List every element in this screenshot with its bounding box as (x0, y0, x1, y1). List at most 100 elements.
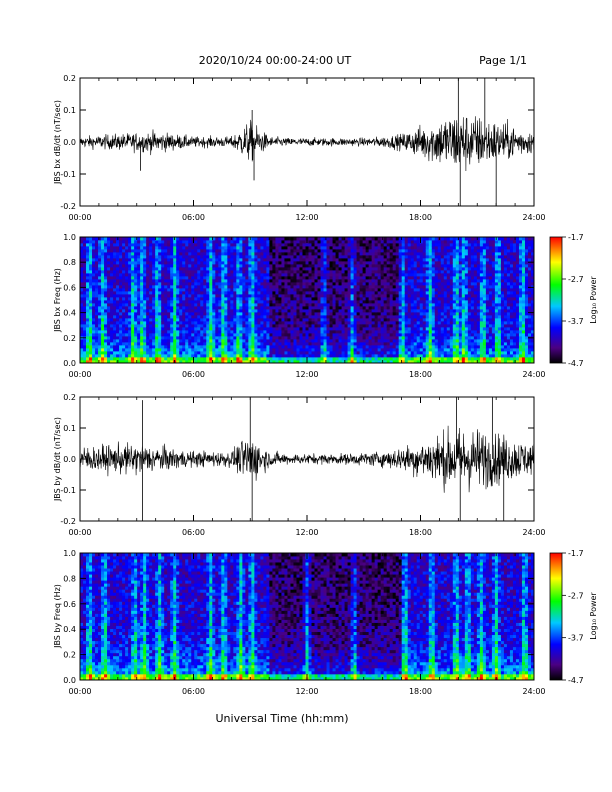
spectrogram-cell (428, 324, 433, 328)
spectrogram-cell (245, 339, 249, 343)
spectrogram-cell (104, 237, 108, 241)
spectrogram-cell (242, 348, 246, 352)
spectrogram-cell (311, 270, 315, 274)
spectrogram-cell (173, 345, 177, 349)
spectrogram-cell (257, 312, 261, 316)
spectrogram-cell (305, 243, 309, 247)
spectrogram-cell (227, 258, 231, 262)
spectrogram-cell (374, 342, 379, 346)
spectrogram-cell (134, 357, 138, 361)
spectrogram-cell (266, 279, 270, 283)
spectrogram-cell (179, 264, 183, 268)
spectrogram-cell (413, 267, 418, 271)
spectrogram-cell (422, 345, 427, 349)
spectrogram-cell (308, 351, 312, 355)
spectrogram-cell (302, 261, 306, 265)
spectrogram-cell (152, 342, 156, 346)
spectrogram-cell (140, 243, 144, 247)
spectrogram-cell (311, 294, 315, 298)
spectrogram-cell (188, 294, 192, 298)
spectrogram-cell (146, 312, 150, 316)
spectrogram-cell (158, 243, 162, 247)
spectrogram-cell (272, 267, 276, 271)
spectrogram-cell (245, 243, 249, 247)
spectrogram-cell (350, 240, 355, 244)
spectrogram-cell (263, 318, 267, 322)
spectrogram-cell (197, 249, 201, 253)
spectrogram-cell (197, 324, 201, 328)
spectrogram-cell (398, 249, 403, 253)
spectrogram-cell (98, 333, 102, 337)
spectrogram-cell (140, 327, 144, 331)
spectrogram-cell (302, 267, 306, 271)
y-tick-label: -0.2 (60, 202, 76, 211)
spectrogram-cell (245, 249, 249, 253)
spectrogram-cell (254, 315, 258, 319)
spectrogram-cell (89, 294, 93, 298)
spectrogram-cell (107, 336, 111, 340)
spectrogram-cell (383, 339, 388, 343)
spectrogram-cell (413, 276, 418, 280)
spectrogram-cell (257, 252, 261, 256)
spectrogram-cell (377, 348, 382, 352)
spectrogram-cell (170, 312, 174, 316)
spectrogram-cell (314, 318, 318, 322)
spectrogram-cell (131, 300, 135, 304)
spectrogram-cell (410, 321, 415, 325)
spectrogram-cell (419, 240, 424, 244)
spectrogram-cell (170, 315, 174, 319)
spectrogram-cell (227, 309, 231, 313)
spectrogram-cell (386, 333, 391, 337)
spectrogram-cell (161, 288, 165, 292)
spectrogram-cell (80, 282, 84, 286)
spectrogram-cell (227, 249, 231, 253)
spectrogram-cell (416, 264, 421, 268)
spectrogram-cell (185, 336, 189, 340)
spectrogram-cell (284, 246, 288, 250)
spectrogram-cell (170, 297, 174, 301)
spectrogram-cell (182, 288, 186, 292)
spectrogram-cell (122, 312, 126, 316)
spectrogram-cell (275, 348, 279, 352)
spectrogram-cell (155, 258, 159, 262)
spectrogram-cell (137, 315, 141, 319)
spectrogram-cell (356, 252, 361, 256)
spectrogram-cell (137, 285, 141, 289)
spectrogram-cell (209, 276, 213, 280)
spectrogram-cell (350, 312, 355, 316)
spectrogram-cell (104, 321, 108, 325)
spectrogram-cell (137, 240, 141, 244)
spectrogram-cell (134, 315, 138, 319)
spectrogram-cell (356, 330, 361, 334)
spectrogram-cell (347, 273, 351, 277)
spectrogram-cell (317, 288, 321, 292)
spectrogram-cell (392, 300, 397, 304)
spectrogram-cell (155, 330, 159, 334)
spectrogram-cell (386, 336, 391, 340)
spectrogram-cell (380, 264, 385, 268)
spectrogram-cell (338, 252, 342, 256)
spectrogram-cell (341, 321, 345, 325)
spectrogram-cell (104, 324, 108, 328)
spectrogram-cell (254, 324, 258, 328)
spectrogram-cell (305, 264, 309, 268)
spectrogram-cell (83, 357, 87, 361)
spectrogram-cell (197, 321, 201, 325)
spectrogram-cell (167, 285, 171, 289)
spectrogram-cell (425, 315, 430, 319)
spectrogram-cell (176, 264, 180, 268)
spectrogram-cell (269, 342, 273, 346)
spectrogram-cell (191, 261, 195, 265)
spectrogram-cell (176, 303, 180, 307)
spectrogram-cell (389, 303, 394, 307)
spectrogram-cell (176, 240, 180, 244)
spectrogram-cell (296, 267, 300, 271)
spectrogram-cell (374, 327, 379, 331)
spectrogram-cell (83, 312, 87, 316)
spectrogram-cell (410, 273, 415, 277)
spectrogram-cell (278, 276, 282, 280)
spectrogram-cell (113, 261, 117, 265)
spectrogram-cell (242, 300, 246, 304)
spectrogram-cell (113, 237, 117, 241)
spectrogram-cell (260, 264, 264, 268)
